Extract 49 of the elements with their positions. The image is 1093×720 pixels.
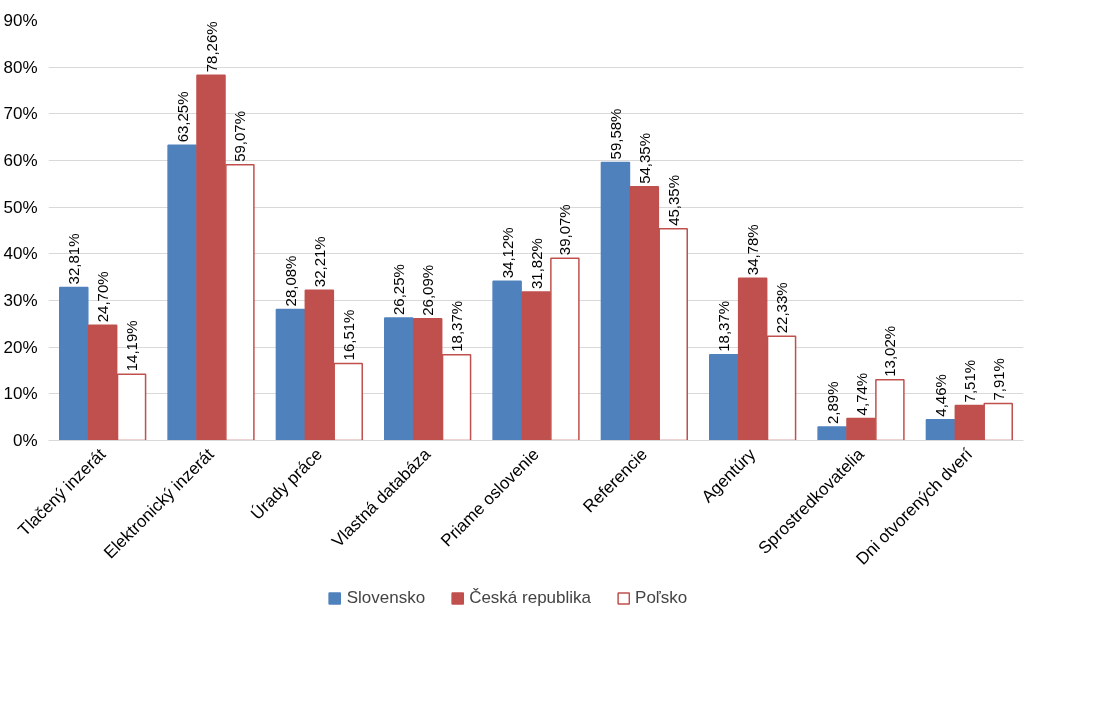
y-tick-label: 60% bbox=[3, 151, 38, 170]
bar bbox=[817, 426, 847, 441]
bar bbox=[59, 286, 89, 441]
y-tick-label: 80% bbox=[3, 57, 38, 77]
bar bbox=[925, 418, 956, 441]
data-label: 24,70% bbox=[94, 271, 112, 323]
y-tick-label: 70% bbox=[3, 104, 38, 124]
data-label: 22,33% bbox=[773, 282, 791, 334]
data-label: 4,74% bbox=[852, 372, 870, 416]
y-tick-label: 0% bbox=[12, 431, 38, 450]
y-tick-label: 30% bbox=[3, 291, 38, 310]
data-label: 32,81% bbox=[65, 233, 83, 285]
data-label: 45,35% bbox=[664, 174, 682, 226]
bar bbox=[384, 317, 414, 441]
data-label: 13,02% bbox=[881, 325, 899, 377]
bar bbox=[600, 161, 631, 441]
bar bbox=[167, 144, 197, 441]
legend-label: Poľsko bbox=[635, 588, 688, 608]
legend-label: Slovensko bbox=[346, 588, 426, 608]
bar bbox=[492, 280, 522, 441]
data-label: 26,25% bbox=[390, 264, 408, 315]
data-label: 18,37% bbox=[448, 300, 466, 352]
y-tick-label: 90% bbox=[3, 11, 38, 30]
data-label: 32,21% bbox=[310, 236, 328, 288]
data-label: 26,09% bbox=[419, 264, 437, 316]
y-tick-label: 40% bbox=[3, 244, 38, 264]
y-tick-label: 20% bbox=[3, 337, 38, 357]
data-label: 2,89% bbox=[823, 381, 841, 425]
data-label: 18,37% bbox=[715, 300, 733, 352]
data-label: 59,07% bbox=[231, 110, 249, 162]
data-label: 7,51% bbox=[960, 359, 978, 403]
data-label: 78,26% bbox=[202, 21, 220, 73]
bar bbox=[275, 308, 306, 441]
bar bbox=[709, 354, 739, 441]
data-label: 63,25% bbox=[173, 91, 191, 143]
data-label: 54,35% bbox=[635, 132, 653, 184]
data-label: 4,46% bbox=[931, 374, 949, 417]
data-label: 59,58% bbox=[606, 108, 624, 160]
data-label: 14,19% bbox=[123, 320, 141, 372]
y-tick-label: 10% bbox=[3, 384, 38, 404]
data-label: 39,07% bbox=[556, 204, 574, 256]
legend-label: Česká republika bbox=[469, 588, 592, 608]
data-label: 31,82% bbox=[527, 238, 545, 290]
data-label: 34,78% bbox=[744, 224, 762, 276]
data-label: 28,08% bbox=[281, 255, 299, 307]
y-tick-label: 50% bbox=[3, 197, 38, 217]
data-label: 16,51% bbox=[339, 309, 357, 361]
data-label: 7,91% bbox=[989, 358, 1007, 401]
data-label: 34,12% bbox=[498, 227, 516, 279]
